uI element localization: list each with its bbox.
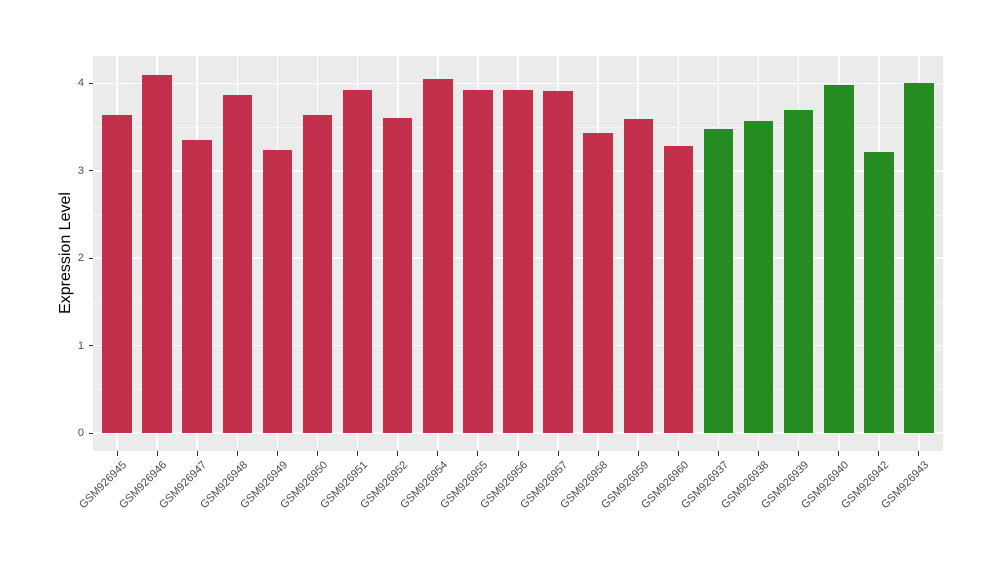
x-tick-mark: [597, 451, 599, 456]
bar: [583, 133, 613, 433]
y-tick-mark: [88, 257, 93, 259]
y-tick-mark: [88, 170, 93, 172]
x-tick-mark: [276, 451, 278, 456]
x-tick-mark: [758, 451, 760, 456]
plot-panel: [93, 56, 943, 451]
bar: [142, 74, 172, 433]
y-tick-mark: [88, 432, 93, 434]
x-tick-mark: [517, 451, 519, 456]
bar: [463, 90, 493, 433]
x-tick-mark: [878, 451, 880, 456]
y-tick-label: 3: [77, 164, 84, 177]
y-tick-label: 1: [77, 339, 84, 352]
bar: [623, 119, 654, 433]
bar: [663, 146, 694, 433]
x-tick-mark: [437, 451, 439, 456]
bar: [824, 85, 854, 433]
bar: [503, 90, 533, 433]
x-tick-mark: [196, 451, 198, 456]
bar: [543, 91, 573, 433]
bar: [423, 79, 453, 433]
x-tick-mark: [357, 451, 359, 456]
x-tick-mark: [557, 451, 559, 456]
x-tick-mark: [317, 451, 319, 456]
y-tick-mark: [88, 82, 93, 84]
bar: [102, 114, 132, 433]
bar: [182, 140, 212, 433]
x-tick-mark: [477, 451, 479, 456]
x-tick-mark: [637, 451, 639, 456]
y-tick-label: 4: [77, 77, 84, 90]
x-tick-mark: [798, 451, 800, 456]
bar: [222, 94, 253, 433]
bar: [382, 118, 413, 433]
bar: [864, 152, 894, 433]
x-tick-mark: [677, 451, 679, 456]
x-tick-mark: [156, 451, 158, 456]
x-tick-mark: [717, 451, 719, 456]
bar: [703, 128, 734, 433]
x-tick-mark: [236, 451, 238, 456]
x-tick-mark: [397, 451, 399, 456]
x-tick-mark: [838, 451, 840, 456]
bar: [904, 83, 934, 433]
bar: [262, 149, 293, 433]
y-tick-label: 2: [77, 252, 84, 265]
y-tick-mark: [88, 345, 93, 347]
x-tick-mark: [116, 451, 118, 456]
bar: [783, 109, 814, 433]
bar: [743, 120, 774, 433]
x-tick-mark: [918, 451, 920, 456]
bar: [342, 90, 373, 433]
bar: [302, 114, 333, 433]
y-tick-label: 0: [77, 427, 84, 439]
